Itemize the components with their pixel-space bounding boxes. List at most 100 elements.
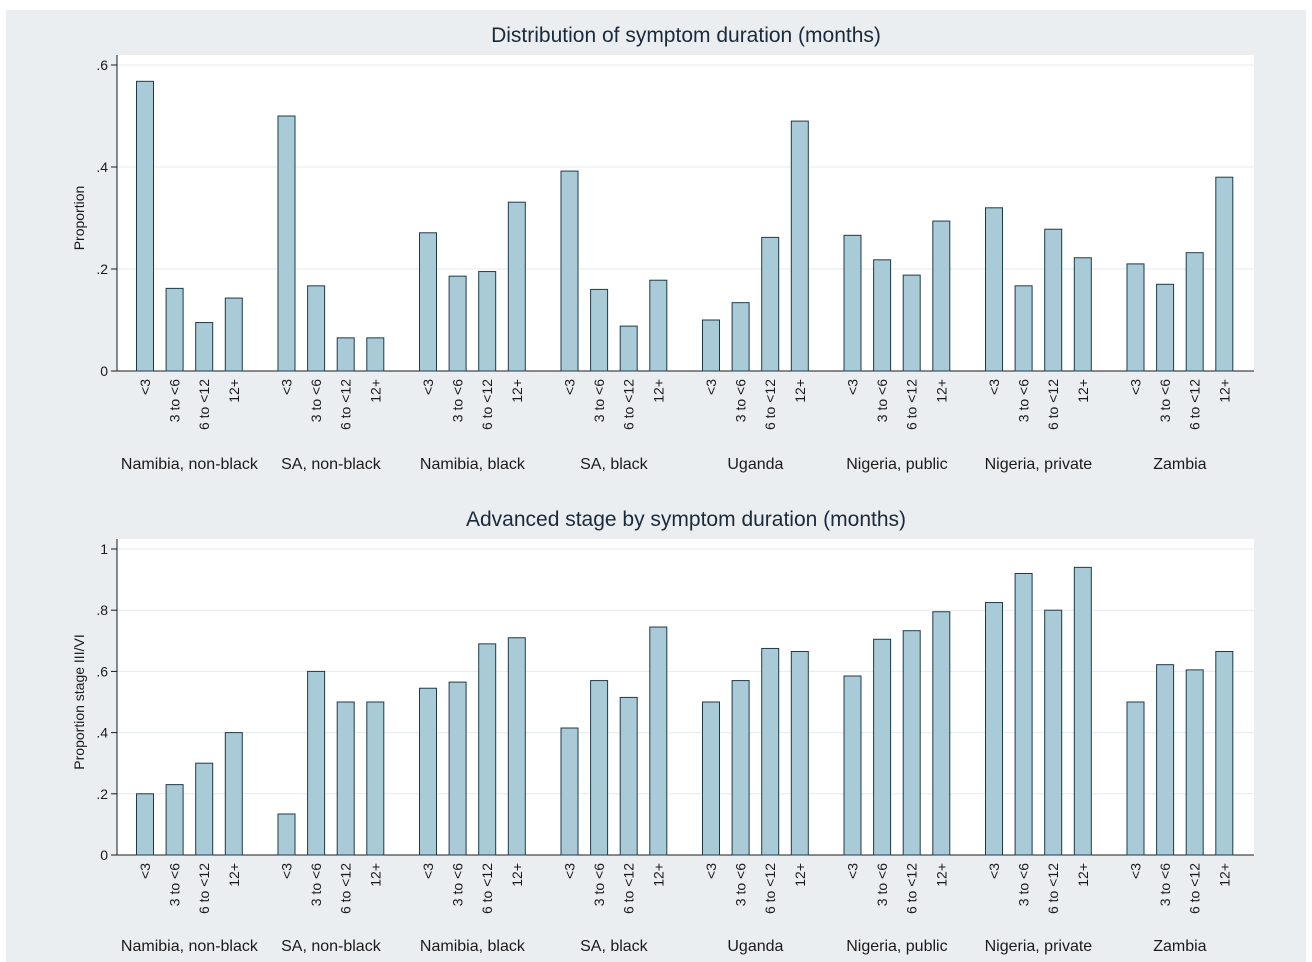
- chart1-category-label: <3: [279, 379, 295, 395]
- chart2-category-label: <3: [986, 863, 1002, 879]
- chart1-bar: [448, 275, 467, 372]
- chart2-bar: [336, 701, 355, 856]
- chart1-plot-area: [117, 55, 1254, 371]
- chart1-bar: [507, 201, 526, 372]
- chart1-y-tick-label: 0: [100, 363, 108, 379]
- chart1-category-label: 12+: [933, 379, 949, 403]
- chart2-category-label: 12+: [1216, 863, 1232, 887]
- chart1-bar: [649, 279, 668, 372]
- chart2-bar: [902, 630, 921, 856]
- chart1-category-label: <3: [703, 379, 719, 395]
- chart1-category-label: <3: [420, 379, 436, 395]
- chart1-bar: [1073, 257, 1092, 372]
- chart2-bar: [448, 681, 467, 856]
- chart1-category-label: 12+: [1216, 379, 1232, 403]
- chart2-bar: [1215, 651, 1234, 856]
- chart1-category-label: 3 to <6: [1016, 379, 1032, 422]
- chart1-bar: [985, 207, 1003, 372]
- chart2-category-label: <3: [279, 863, 295, 879]
- chart2-bar: [985, 602, 1003, 856]
- chart1-bar: [366, 337, 385, 372]
- chart2-y-tick-label: .4: [96, 725, 108, 741]
- chart2-group-label: Nigeria, public: [846, 938, 947, 955]
- chart2-category-label: 6 to <12: [904, 863, 920, 914]
- chart2-category-label: 12+: [509, 863, 525, 887]
- chart2-bar: [277, 813, 296, 856]
- chart2-bar: [619, 696, 638, 856]
- chart1-bar: [702, 319, 720, 372]
- chart1-category-label: 12+: [226, 379, 242, 403]
- chart2-category-label: <3: [137, 863, 153, 879]
- chart1-category-label: 3 to <6: [591, 379, 607, 422]
- chart1-bar: [165, 287, 184, 372]
- chart1-category-label: 6 to <12: [621, 379, 637, 430]
- chart2-bar: [731, 680, 750, 856]
- chart1-bar: [1126, 263, 1145, 372]
- chart2-bar: [761, 647, 780, 856]
- chart2-category-label: <3: [562, 863, 578, 879]
- chart1-bar: [843, 234, 862, 372]
- chart2-bar: [1073, 566, 1092, 856]
- chart2-group-label: Namibia, non-black: [121, 938, 259, 955]
- chart2-bar: [1014, 572, 1033, 856]
- chart1-category-label: <3: [845, 379, 861, 395]
- chart1-group-label: Namibia, black: [420, 456, 526, 473]
- chart2-title: Advanced stage by symptom duration (mont…: [466, 508, 906, 531]
- chart1-category-label: 3 to <6: [308, 379, 324, 422]
- chart1-bar: [419, 232, 437, 372]
- chart1-bar: [195, 322, 214, 372]
- chart1-bar: [1014, 285, 1033, 372]
- chart2-y-tick-label: 0: [100, 847, 108, 863]
- chart2-category-label: 6 to <12: [1045, 863, 1061, 914]
- chart1-bar: [902, 274, 921, 372]
- chart2-category-label: 12+: [1075, 863, 1091, 887]
- chart2-bar: [590, 680, 609, 856]
- chart2-bar: [932, 611, 951, 856]
- chart2-y-tick-label: .8: [96, 602, 108, 618]
- chart1-category-label: 12+: [509, 379, 525, 403]
- chart2-category-label: 6 to <12: [762, 863, 778, 914]
- chart1-group-label: SA, non-black: [281, 456, 382, 473]
- chart2-bar: [702, 701, 720, 856]
- chart1-bar: [1185, 252, 1204, 372]
- chart1-bar: [790, 120, 809, 372]
- chart1-bar: [136, 80, 154, 372]
- chart1-category-label: 12+: [367, 379, 383, 403]
- chart1-category-label: 6 to <12: [479, 379, 495, 430]
- chart2-bar: [1044, 609, 1063, 856]
- chart1-category-label: 12+: [792, 379, 808, 403]
- chart1-category-label: <3: [1128, 379, 1144, 395]
- chart1-group-label: Uganda: [727, 456, 783, 473]
- chart1-bar: [478, 271, 497, 372]
- chart1-group-label: SA, black: [580, 456, 649, 473]
- chart1-group-label: Zambia: [1153, 456, 1206, 473]
- chart1-bar: [932, 220, 951, 372]
- chart2-bar: [1156, 664, 1175, 856]
- chart2-category-label: 6 to <12: [621, 863, 637, 914]
- chart2-y-tick-label: .6: [96, 663, 108, 679]
- chart2-category-label: <3: [420, 863, 436, 879]
- chart2-category-label: 3 to <6: [874, 863, 890, 906]
- chart2-bar: [224, 732, 243, 856]
- chart2-y-tick-label: .2: [96, 786, 108, 802]
- chart2-bar: [649, 626, 668, 856]
- chart2-group-label: Uganda: [727, 938, 783, 955]
- chart2-bar: [507, 637, 526, 856]
- chart2-category-label: 12+: [226, 863, 242, 887]
- chart1-category-label: 6 to <12: [196, 379, 212, 430]
- chart2-category-label: 6 to <12: [338, 863, 354, 914]
- chart1-category-label: <3: [562, 379, 578, 395]
- chart1-category-label: 3 to <6: [1157, 379, 1173, 422]
- chart1-category-label: 6 to <12: [338, 379, 354, 430]
- chart1-category-label: 6 to <12: [1187, 379, 1203, 430]
- chart2-category-label: <3: [845, 863, 861, 879]
- chart1-bar: [761, 236, 780, 372]
- chart1-bar: [731, 302, 750, 372]
- chart2-y-tick-label: 1: [100, 541, 108, 557]
- chart2-category-label: 3 to <6: [591, 863, 607, 906]
- chart2-group-label: Zambia: [1153, 938, 1206, 955]
- chart2-bar: [1185, 669, 1204, 856]
- chart1-group-label: Nigeria, public: [846, 456, 947, 473]
- chart1-bar: [873, 259, 892, 372]
- chart2-bar: [307, 670, 326, 856]
